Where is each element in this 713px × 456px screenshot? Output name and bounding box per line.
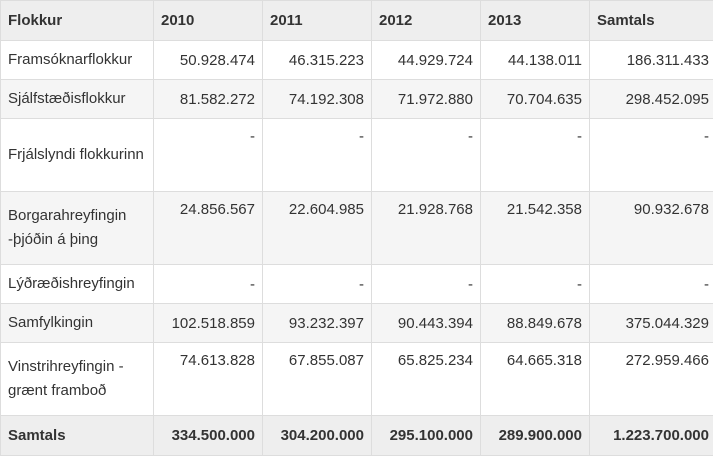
header-party: Flokkur	[1, 1, 154, 41]
value-2013: 88.849.678	[481, 304, 590, 343]
party-name: Sjálfstæðisflokkur	[1, 80, 154, 119]
value-2012: -	[372, 265, 481, 304]
table-row: Sjálfstæðisflokkur 81.582.272 74.192.308…	[1, 80, 713, 119]
value-2010: -	[154, 265, 263, 304]
value-2010: -	[154, 119, 263, 192]
value-2013: -	[481, 265, 590, 304]
value-total: 90.932.678	[590, 192, 713, 265]
table-row: Samfylkingin 102.518.859 93.232.397 90.4…	[1, 304, 713, 343]
value-2011: 22.604.985	[263, 192, 372, 265]
table-row: Borgarahreyfingin -þjóðin á þing 24.856.…	[1, 192, 713, 265]
party-name: Vinstrihreyfingin -grænt framboð	[1, 343, 154, 416]
header-2010: 2010	[154, 1, 263, 41]
value-2011: 93.232.397	[263, 304, 372, 343]
total-2012: 295.100.000	[372, 416, 481, 456]
value-2012: 21.928.768	[372, 192, 481, 265]
value-2011: -	[263, 119, 372, 192]
party-name: Framsóknarflokkur	[1, 41, 154, 80]
value-2011: 46.315.223	[263, 41, 372, 80]
total-sum: 1.223.700.000	[590, 416, 713, 456]
total-2011: 304.200.000	[263, 416, 372, 456]
table-row: Vinstrihreyfingin -grænt framboð 74.613.…	[1, 343, 713, 416]
party-name: Frjálslyndi flokkurinn	[1, 119, 154, 192]
value-2013: 64.665.318	[481, 343, 590, 416]
value-2011: 67.855.087	[263, 343, 372, 416]
value-2012: 90.443.394	[372, 304, 481, 343]
value-2013: 44.138.011	[481, 41, 590, 80]
party-name: Lýðræðishreyfingin	[1, 265, 154, 304]
table-footer: Samtals 334.500.000 304.200.000 295.100.…	[1, 416, 713, 456]
value-total: 298.452.095	[590, 80, 713, 119]
value-2010: 74.613.828	[154, 343, 263, 416]
value-2013: 70.704.635	[481, 80, 590, 119]
header-2013: 2013	[481, 1, 590, 41]
value-2010: 102.518.859	[154, 304, 263, 343]
header-2011: 2011	[263, 1, 372, 41]
party-name: Borgarahreyfingin -þjóðin á þing	[1, 192, 154, 265]
value-2013: 21.542.358	[481, 192, 590, 265]
table-header: Flokkur 2010 2011 2012 2013 Samtals	[1, 1, 713, 41]
value-2012: 44.929.724	[372, 41, 481, 80]
table-row: Framsóknarflokkur 50.928.474 46.315.223 …	[1, 41, 713, 80]
value-total: 375.044.329	[590, 304, 713, 343]
value-2010: 81.582.272	[154, 80, 263, 119]
value-2011: 74.192.308	[263, 80, 372, 119]
value-2012: -	[372, 119, 481, 192]
header-2012: 2012	[372, 1, 481, 41]
value-total: -	[590, 119, 713, 192]
value-2012: 71.972.880	[372, 80, 481, 119]
value-2012: 65.825.234	[372, 343, 481, 416]
header-row: Flokkur 2010 2011 2012 2013 Samtals	[1, 1, 713, 41]
value-2010: 24.856.567	[154, 192, 263, 265]
total-row: Samtals 334.500.000 304.200.000 295.100.…	[1, 416, 713, 456]
table-body: Framsóknarflokkur 50.928.474 46.315.223 …	[1, 41, 713, 416]
table-row: Frjálslyndi flokkurinn - - - - -	[1, 119, 713, 192]
total-2013: 289.900.000	[481, 416, 590, 456]
value-total: -	[590, 265, 713, 304]
value-2010: 50.928.474	[154, 41, 263, 80]
table-row: Lýðræðishreyfingin - - - - -	[1, 265, 713, 304]
value-2013: -	[481, 119, 590, 192]
party-name: Samfylkingin	[1, 304, 154, 343]
total-label: Samtals	[1, 416, 154, 456]
header-total: Samtals	[590, 1, 713, 41]
total-2010: 334.500.000	[154, 416, 263, 456]
value-2011: -	[263, 265, 372, 304]
value-total: 272.959.466	[590, 343, 713, 416]
value-total: 186.311.433	[590, 41, 713, 80]
